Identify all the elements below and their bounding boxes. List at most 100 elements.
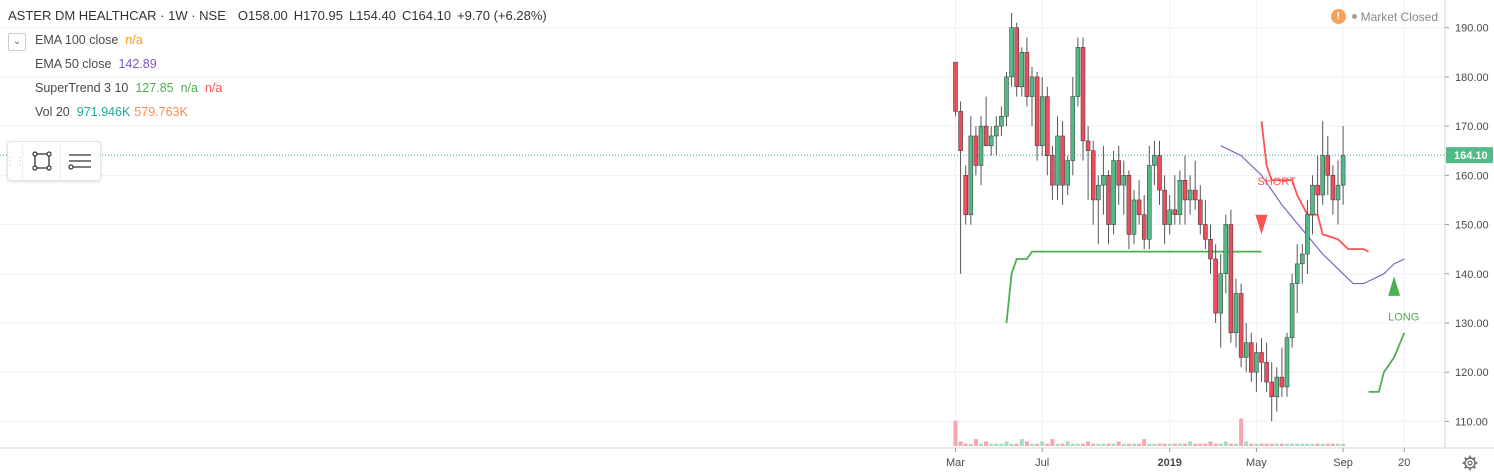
indicator-supertrend[interactable]: SuperTrend 3 10 127.85 n/a n/a — [8, 76, 553, 100]
volume-bar — [1009, 443, 1014, 446]
candle — [1187, 175, 1193, 215]
volume-bar — [1279, 443, 1284, 446]
high-value: 170.95 — [303, 8, 343, 23]
volume-bar — [1035, 443, 1040, 446]
candle — [1136, 180, 1142, 225]
rectangle-tool-icon[interactable] — [22, 142, 60, 180]
candle-body — [1192, 189, 1198, 201]
candle — [994, 116, 999, 156]
volume-bar — [1045, 443, 1050, 446]
volume-bar — [1070, 443, 1075, 446]
candle — [963, 165, 968, 225]
candle-body — [1060, 135, 1065, 186]
supertrend-up-line — [1368, 332, 1406, 393]
volume-bar — [1295, 443, 1300, 446]
candle — [953, 61, 958, 117]
candle — [1060, 121, 1065, 205]
candle-body — [1218, 273, 1223, 314]
candle-body — [1182, 179, 1188, 201]
supertrend-up-line — [1005, 250, 1262, 324]
candle — [1172, 175, 1178, 225]
candle — [1233, 278, 1239, 348]
volume-bar — [968, 443, 973, 446]
candle-body — [983, 125, 989, 147]
candle — [1111, 150, 1116, 235]
volume-bar — [1269, 443, 1274, 446]
candle-body — [1106, 175, 1111, 225]
volume-bar — [1132, 443, 1136, 446]
candle-body — [999, 116, 1004, 127]
volume-bar — [1121, 443, 1126, 446]
drawing-toolbar: ⋮⋮ — [5, 141, 101, 181]
candle — [1055, 116, 1060, 200]
candle — [1213, 244, 1218, 323]
indicator-label: EMA 50 close — [35, 57, 112, 71]
time-tick-label: Jul — [1035, 457, 1049, 469]
candle — [1029, 67, 1035, 127]
candle — [1223, 214, 1229, 294]
candle-body — [1157, 155, 1162, 191]
volume-bar — [1320, 443, 1325, 446]
candle — [1152, 140, 1157, 186]
candle-body — [968, 135, 974, 215]
volume-bar — [1305, 443, 1310, 446]
open-value-group: O158.00 — [238, 4, 288, 28]
volume-bar — [989, 443, 994, 446]
high-value-group: H170.95 — [294, 4, 343, 28]
candle-body — [1249, 342, 1254, 373]
candle — [1254, 342, 1259, 392]
candle-body — [1187, 189, 1193, 201]
candle — [1157, 140, 1162, 205]
candle-body — [1213, 258, 1218, 314]
candle — [1320, 121, 1325, 205]
candle-body — [1259, 352, 1264, 363]
candle-body — [1238, 293, 1244, 358]
ema50-line — [1220, 145, 1405, 285]
candle-body — [1340, 155, 1346, 186]
collapse-legend-chevron-icon[interactable]: ⌄ — [8, 33, 26, 51]
volume-bar — [1249, 443, 1254, 446]
indicator-ema50[interactable]: EMA 50 close 142.89 — [8, 52, 553, 76]
volume-bar — [1183, 443, 1187, 446]
candle — [1249, 332, 1254, 383]
volume-bar — [1274, 443, 1279, 446]
candle-body — [1284, 337, 1290, 388]
volume-bar — [1091, 443, 1096, 446]
candle-body — [1315, 184, 1320, 196]
volume-bar — [1193, 443, 1198, 446]
indicator-ema100[interactable]: EMA 100 close n/a — [8, 28, 553, 52]
candle-body — [1147, 165, 1152, 240]
candle — [1167, 195, 1172, 235]
candle — [1050, 145, 1055, 200]
candle — [1243, 322, 1249, 373]
volume-bar — [1203, 443, 1208, 446]
status-dot-icon — [1351, 14, 1357, 19]
candle — [978, 116, 984, 186]
drag-grip-icon[interactable]: ⋮⋮ — [5, 155, 25, 167]
candle — [1019, 47, 1025, 97]
volume-bar — [1228, 443, 1233, 446]
candle-body — [1126, 175, 1132, 235]
warning-icon[interactable]: ! — [1330, 9, 1346, 24]
candle — [988, 126, 994, 156]
gear-icon[interactable] — [1462, 455, 1478, 471]
candle-body — [1075, 47, 1081, 97]
volume-bar — [1244, 441, 1249, 446]
candle-body — [1269, 381, 1274, 398]
horizontal-lines-tool-icon[interactable] — [60, 142, 98, 180]
candle-body — [1243, 342, 1249, 358]
indicator-volume[interactable]: Vol 20 971.946K 579.763K — [8, 100, 553, 124]
candle-body — [1325, 155, 1331, 176]
candle — [983, 96, 989, 147]
candle-body — [1116, 160, 1121, 186]
candle-body — [1070, 96, 1076, 161]
candle-body — [1050, 155, 1055, 186]
candle — [973, 126, 979, 176]
candle — [1009, 12, 1014, 87]
symbol-title[interactable]: ASTER DM HEALTHCAR · 1W · NSE — [8, 8, 226, 23]
volume-bar — [1147, 443, 1152, 446]
volume-bar — [1096, 443, 1101, 446]
candle — [1238, 283, 1244, 368]
volume-bar — [1060, 443, 1065, 446]
